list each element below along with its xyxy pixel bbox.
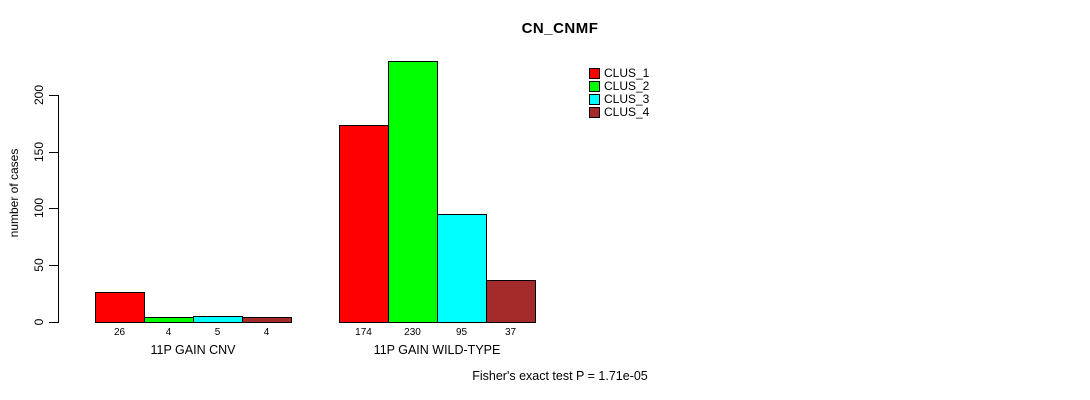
bar-clus_4-group1 bbox=[242, 317, 292, 323]
y-tick-label: 0 bbox=[32, 318, 46, 326]
legend-swatch-icon bbox=[589, 68, 600, 79]
stat-annotation: Fisher's exact test P = 1.71e-05 bbox=[472, 369, 648, 383]
chart-title: CN_CNMF bbox=[521, 20, 599, 37]
legend-swatch-icon bbox=[589, 81, 600, 92]
legend-item: CLUS_3 bbox=[589, 93, 649, 106]
y-tick-label: 100 bbox=[32, 197, 46, 219]
legend-item: CLUS_1 bbox=[589, 67, 649, 80]
legend-item: CLUS_2 bbox=[589, 80, 649, 93]
group-label: 11P GAIN CNV bbox=[150, 343, 236, 357]
legend-item: CLUS_4 bbox=[589, 106, 649, 119]
bar-value-label: 174 bbox=[355, 327, 372, 338]
bar-clus_3-group1 bbox=[193, 316, 243, 323]
bar-value-label: 26 bbox=[113, 327, 126, 338]
bar-clus_2-group2 bbox=[388, 61, 438, 323]
legend: CLUS_1 CLUS_2 CLUS_3 CLUS_4 bbox=[589, 67, 649, 119]
legend-label: CLUS_4 bbox=[604, 105, 650, 119]
group-label: 11P GAIN WILD-TYPE bbox=[373, 343, 501, 357]
y-tick-mark bbox=[49, 265, 58, 266]
y-tick-label: 150 bbox=[32, 141, 46, 163]
y-tick-mark bbox=[49, 95, 58, 96]
legend-swatch-icon bbox=[589, 94, 600, 105]
y-tick-mark bbox=[49, 208, 58, 209]
y-tick-label: 50 bbox=[32, 258, 46, 272]
legend-swatch-icon bbox=[589, 107, 600, 118]
bar-value-label: 5 bbox=[214, 327, 221, 338]
bar-value-label: 4 bbox=[165, 327, 172, 338]
y-tick-mark bbox=[49, 152, 58, 153]
legend-label: CLUS_3 bbox=[604, 92, 650, 106]
bar-value-label: 230 bbox=[404, 327, 421, 338]
bar-clus_1-group2 bbox=[339, 125, 389, 323]
legend-label: CLUS_1 bbox=[604, 66, 650, 80]
bar-clus_2-group1 bbox=[144, 317, 194, 323]
y-tick-mark bbox=[49, 322, 58, 323]
bar-value-label: 4 bbox=[263, 327, 270, 338]
bar-clus_4-group2 bbox=[486, 280, 536, 323]
bar-value-label: 37 bbox=[504, 327, 517, 338]
bar-value-label: 95 bbox=[455, 327, 468, 338]
y-axis-label: number of cases bbox=[7, 148, 21, 238]
legend-label: CLUS_2 bbox=[604, 79, 650, 93]
bar-clus_3-group2 bbox=[437, 214, 487, 323]
y-tick-label: 200 bbox=[32, 84, 46, 106]
y-axis-line bbox=[58, 95, 59, 323]
bar-clus_1-group1 bbox=[95, 292, 145, 323]
